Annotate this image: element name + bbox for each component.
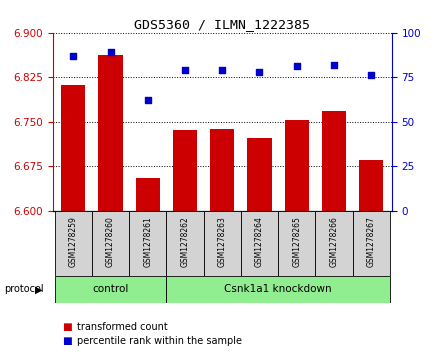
Bar bbox=[285, 121, 309, 211]
Bar bbox=[136, 178, 160, 211]
Bar bbox=[322, 111, 346, 211]
Text: Csnk1a1 knockdown: Csnk1a1 knockdown bbox=[224, 285, 332, 294]
Text: transformed count: transformed count bbox=[77, 322, 168, 332]
Bar bbox=[166, 211, 204, 276]
Bar bbox=[204, 211, 241, 276]
Point bbox=[144, 97, 151, 103]
Text: ■: ■ bbox=[62, 336, 71, 346]
Text: GSM1278264: GSM1278264 bbox=[255, 216, 264, 267]
Point bbox=[219, 67, 226, 73]
Text: GSM1278259: GSM1278259 bbox=[69, 216, 78, 267]
Title: GDS5360 / ILMN_1222385: GDS5360 / ILMN_1222385 bbox=[134, 19, 310, 32]
Bar bbox=[210, 129, 235, 211]
Bar bbox=[55, 211, 92, 276]
Text: ▶: ▶ bbox=[35, 285, 43, 294]
Bar bbox=[129, 211, 166, 276]
Bar bbox=[61, 85, 85, 211]
Point bbox=[367, 73, 374, 78]
Text: GSM1278265: GSM1278265 bbox=[292, 216, 301, 267]
Text: GSM1278263: GSM1278263 bbox=[218, 216, 227, 267]
Text: GSM1278266: GSM1278266 bbox=[330, 216, 338, 267]
Point bbox=[181, 67, 188, 73]
Text: control: control bbox=[92, 285, 128, 294]
Bar bbox=[55, 276, 166, 303]
Point bbox=[70, 53, 77, 59]
Bar bbox=[92, 211, 129, 276]
Bar bbox=[166, 276, 390, 303]
Point bbox=[107, 49, 114, 55]
Bar bbox=[359, 160, 383, 211]
Text: GSM1278267: GSM1278267 bbox=[367, 216, 376, 267]
Point bbox=[256, 69, 263, 75]
Point bbox=[330, 62, 337, 68]
Text: GSM1278260: GSM1278260 bbox=[106, 216, 115, 267]
Bar bbox=[352, 211, 390, 276]
Point bbox=[293, 64, 300, 69]
Bar bbox=[173, 130, 197, 211]
Bar bbox=[99, 55, 123, 211]
Bar bbox=[241, 211, 278, 276]
Text: percentile rank within the sample: percentile rank within the sample bbox=[77, 336, 242, 346]
Text: GSM1278262: GSM1278262 bbox=[180, 216, 190, 267]
Text: protocol: protocol bbox=[4, 285, 44, 294]
Bar bbox=[247, 138, 271, 211]
Bar bbox=[315, 211, 352, 276]
Text: GSM1278261: GSM1278261 bbox=[143, 216, 152, 267]
Bar bbox=[278, 211, 315, 276]
Text: ■: ■ bbox=[62, 322, 71, 332]
